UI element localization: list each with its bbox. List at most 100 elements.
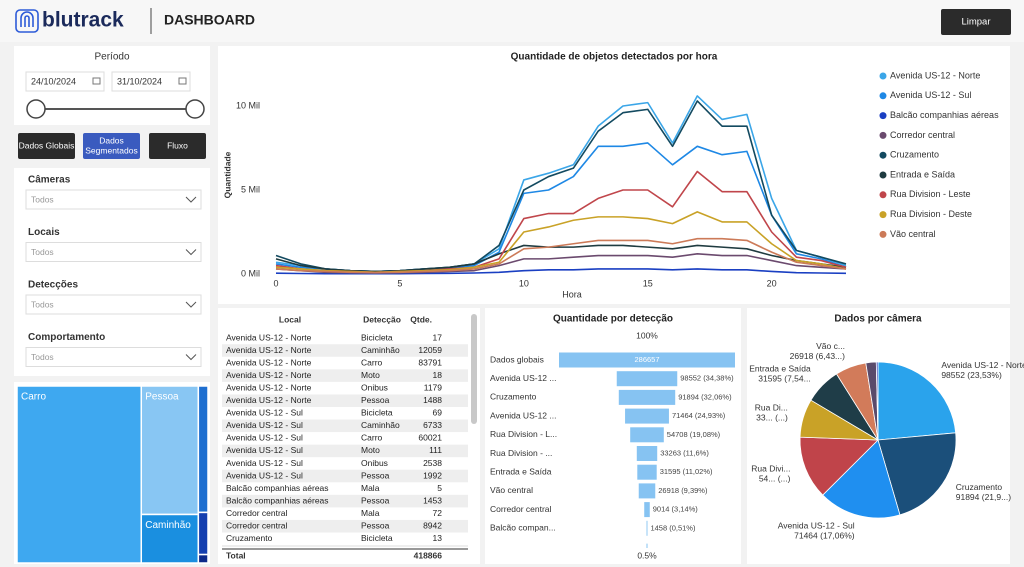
legend-label[interactable]: Rua Division - Deste (890, 209, 972, 219)
treemap-label: Carro (21, 392, 46, 403)
x-tick-label: 0 (273, 278, 278, 288)
funnel-bar (616, 371, 678, 387)
value-label: 33263 (11,6%) (660, 448, 709, 457)
view-button-label[interactable]: Fluxo (167, 140, 188, 150)
category-label: Balcão compan... (490, 523, 556, 533)
table-cell: Avenida US-12 - Sul (226, 420, 303, 430)
value-label: 54708 (19,08%) (667, 430, 721, 439)
pie-slice (822, 439, 901, 519)
table-cell: Moto (361, 445, 380, 455)
filter-value[interactable]: Todos (31, 352, 54, 362)
category-label: Cruzamento (490, 392, 537, 402)
table-cell: Caminhão (361, 345, 400, 355)
legend-label[interactable]: Corredor central (890, 130, 955, 140)
chevron[interactable] (185, 249, 197, 256)
legend-marker[interactable] (879, 151, 887, 159)
pie-value-label: 91894 (21,9...) (956, 492, 1011, 502)
date-end[interactable] (111, 71, 191, 92)
x-tick-label: 20 (767, 278, 777, 288)
table-cell: 69 (433, 408, 443, 418)
y-tick-label: 5 Mil (241, 184, 260, 194)
table-cell: Balcão companhias aéreas (226, 495, 329, 505)
slider-handle[interactable] (185, 99, 205, 119)
table-header: Local (279, 314, 301, 324)
legend-marker[interactable] (879, 230, 887, 238)
x-tick-label: 10 (519, 278, 529, 288)
table-cell: Mala (361, 483, 380, 493)
funnel-bar (630, 427, 664, 443)
value-label: 31595 (11,02%) (660, 467, 713, 476)
table-header: Detecção (363, 314, 401, 324)
table-cell: Moto (361, 370, 380, 380)
line-card (218, 46, 1010, 304)
date-end-text[interactable]: 31/10/2024 (117, 76, 162, 86)
legend-marker[interactable] (879, 191, 887, 199)
table-row-stripe (222, 419, 468, 433)
funnel-bar (636, 446, 658, 461)
view-button[interactable] (149, 133, 206, 159)
view-button[interactable] (83, 133, 140, 159)
legend-label[interactable]: Entrada e Saída (890, 169, 955, 179)
filter-dropdown[interactable] (25, 189, 202, 210)
pie-slice (877, 432, 957, 516)
table-cell: Pessoa (361, 470, 390, 480)
filter-value[interactable]: Todos (31, 247, 54, 257)
clear-button[interactable] (941, 9, 1011, 35)
filter-dropdown[interactable] (25, 242, 202, 262)
filter-dropdown[interactable] (25, 347, 202, 367)
logo-icon (15, 9, 39, 33)
view-button-label[interactable]: Segmentados (85, 145, 137, 155)
clear-button-label[interactable]: Limpar (961, 17, 990, 28)
filter-value[interactable]: Todos (31, 194, 54, 204)
logo: blutrack (42, 9, 124, 32)
table-cell: Caminhão (361, 420, 400, 430)
view-button-label[interactable]: Dados (99, 135, 124, 145)
legend-label[interactable]: Avenida US-12 - Sul (890, 90, 971, 100)
date-start-text[interactable]: 24/10/2024 (31, 76, 76, 86)
table-cell: Pessoa (361, 395, 390, 405)
legend-marker[interactable] (879, 112, 887, 120)
calendar-icon[interactable] (92, 77, 101, 85)
series-line (275, 237, 847, 274)
funnel-card (485, 308, 741, 564)
scrollbar[interactable] (471, 314, 477, 424)
y-tick-label: 0 Mil (241, 268, 260, 278)
value-label: 71464 (24,93%) (672, 411, 726, 420)
legend-marker[interactable] (879, 171, 887, 179)
pie-label: Cruzamento (956, 482, 1003, 492)
filter-value[interactable]: Todos (31, 299, 54, 309)
legend-marker[interactable] (879, 131, 887, 139)
legend-marker[interactable] (879, 92, 887, 100)
table-row-stripe (222, 369, 468, 382)
legend-label[interactable]: Vão central (890, 229, 936, 239)
pie-label: Vão c... (816, 341, 845, 351)
filter-dropdown[interactable] (25, 294, 202, 315)
table-cell: Avenida US-12 - Sul (226, 470, 303, 480)
category-label: Rua Division - L... (490, 429, 557, 439)
table-cell: Carro (361, 433, 383, 443)
legend-label[interactable]: Balcão companhias aéreas (890, 110, 999, 120)
chevron[interactable] (185, 301, 197, 308)
view-button[interactable] (18, 133, 75, 159)
calendar-icon[interactable] (178, 77, 187, 85)
legend-marker[interactable] (879, 72, 887, 80)
legend-label[interactable]: Cruzamento (890, 150, 939, 160)
pie-value-label: 26918 (6,43...) (790, 351, 845, 361)
series-line (275, 244, 847, 273)
chevron[interactable] (185, 196, 197, 203)
x-tick-label: 15 (643, 278, 653, 288)
chevron[interactable] (185, 354, 197, 361)
legend-label[interactable]: Avenida US-12 - Norte (890, 70, 980, 80)
pie-value-label: 31595 (7,54... (758, 374, 810, 384)
category-label: Rua Division - ... (490, 448, 552, 458)
table-cell: 12109 (418, 546, 442, 556)
treemap-cell (140, 385, 200, 516)
view-button-label[interactable]: Dados Globais (19, 140, 75, 150)
date-start[interactable] (25, 71, 105, 92)
slider-handle[interactable] (26, 99, 46, 119)
legend-label[interactable]: Rua Division - Leste (890, 189, 971, 199)
legend-marker[interactable] (879, 211, 887, 219)
funnel-bar (644, 502, 650, 518)
